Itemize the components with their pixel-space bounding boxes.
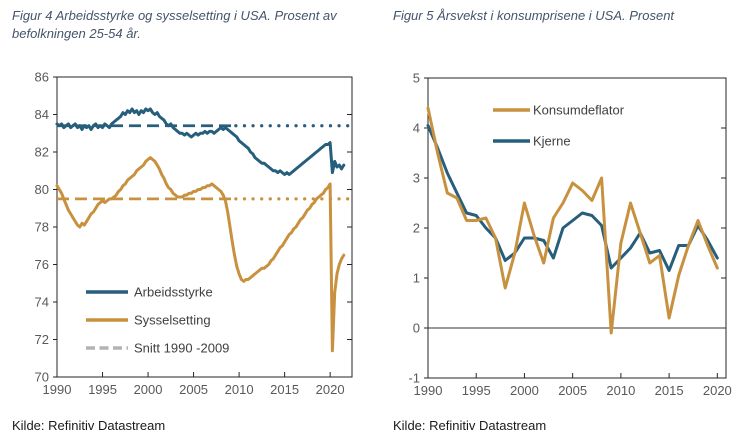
figure-5-inflation: Figur 5 Årsvekst i konsumprisene i USA. … xyxy=(374,0,748,443)
x-axis-label: 2010 xyxy=(225,382,254,397)
x-axis-label: 2020 xyxy=(316,382,345,397)
x-axis-label: 2015 xyxy=(270,382,299,397)
y-axis-label: 82 xyxy=(35,145,49,160)
y-axis-label: 76 xyxy=(35,257,49,272)
x-axis-label: 1990 xyxy=(43,382,72,397)
y-axis-label: 72 xyxy=(35,332,49,347)
x-axis-label: 2000 xyxy=(510,383,539,398)
series-sysselsetting xyxy=(55,156,346,353)
y-axis-label: 80 xyxy=(35,182,49,197)
legend-label: Konsumdeflator xyxy=(533,103,625,118)
y-axis-label: 86 xyxy=(35,70,49,85)
y-axis-label: 74 xyxy=(35,295,49,310)
y-axis-label: 2 xyxy=(413,221,420,236)
figure-4-source: Kilde: Refinitiv Datastream xyxy=(12,418,166,433)
labor-participation-employment-chart: 70 72 74 76 78 80 82 84 86 1990 1995 2000 2005 2010 20… xyxy=(35,70,354,397)
figure-4-labor-market: Figur 4 Arbeidsstyrke og sysselsetting i… xyxy=(12,8,354,433)
x-axis-label: 1990 xyxy=(414,383,443,398)
series-arbeidsstyrke xyxy=(55,107,346,176)
x-axis-label: 2020 xyxy=(703,383,732,398)
series-konsumdeflator xyxy=(426,106,719,335)
consumer-price-inflation-chart: -1 0 1 2 3 4 5 1990 1995 2000 2005 2010 2015 2020 Kons… xyxy=(408,71,732,398)
x-axis-label: 2005 xyxy=(179,382,208,397)
y-axis-label: 3 xyxy=(413,171,420,186)
legend-label: Arbeidsstyrke xyxy=(134,285,213,300)
x-axis-label: 1995 xyxy=(88,382,117,397)
y-axis-label: 5 xyxy=(413,71,420,86)
series-kjerne xyxy=(426,124,719,272)
figure-5-source: Kilde: Refinitiv Datastream xyxy=(393,418,547,433)
plot-frame xyxy=(427,77,727,379)
y-axis-label: 0 xyxy=(413,321,420,336)
legend-label: Kjerne xyxy=(533,134,571,149)
x-axis-label: 2010 xyxy=(606,383,635,398)
y-axis-label: 1 xyxy=(413,271,420,286)
x-axis-label: 2005 xyxy=(558,383,587,398)
y-axis-label: 84 xyxy=(35,107,49,122)
figure-5-title: Figur 5 Årsvekst i konsumprisene i USA. … xyxy=(393,8,675,23)
legend-label: Sysselsetting xyxy=(134,313,211,328)
x-axis-label: 1995 xyxy=(462,383,491,398)
x-axis-label: 2015 xyxy=(655,383,684,398)
y-axis-label: 70 xyxy=(35,370,49,385)
x-axis-label: 2000 xyxy=(134,382,163,397)
y-axis-label: 4 xyxy=(413,121,420,136)
y-axis-label: -1 xyxy=(408,371,420,386)
plot-frame xyxy=(56,76,353,378)
figure-4-title: Figur 4 Arbeidsstyrke og sysselsetting i… xyxy=(12,8,337,42)
y-axis-label: 78 xyxy=(35,220,49,235)
legend-label: Snitt 1990 -2009 xyxy=(134,341,229,356)
